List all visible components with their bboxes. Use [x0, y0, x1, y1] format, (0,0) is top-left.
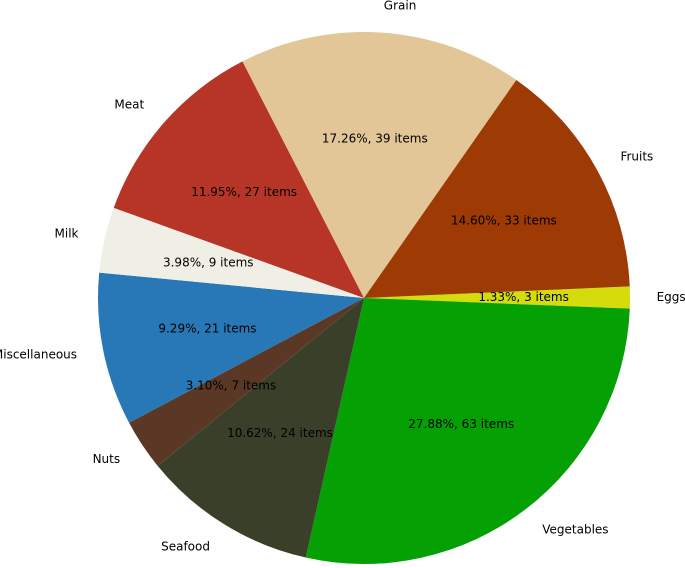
slice-grain: [242, 31, 517, 298]
slice-nuts: [129, 298, 364, 466]
percent-label-meat: 11.95%, 27 items: [191, 185, 297, 199]
slice-miscellaneous: [98, 272, 364, 423]
slice-meat: [113, 61, 364, 298]
category-labels: Eggs Vegetables Seafood Nuts Miscellaneous Mi…: [0, 0, 685, 553]
slice-eggs: [364, 286, 631, 309]
percent-label-milk: 3.98%, 9 items: [163, 256, 254, 270]
category-label-miscellaneous: Miscellaneous: [0, 348, 77, 362]
percent-labels: 1.33%, 3 items 27.88%, 63 items 10.62%, 24…: [158, 131, 569, 440]
percent-label-fruits: 14.60%, 33 items: [451, 214, 557, 228]
percent-label-miscellaneous: 9.29%, 21 items: [158, 322, 256, 336]
pie-slices: [98, 31, 631, 564]
percent-label-nuts: 3.10%, 7 items: [186, 379, 277, 393]
category-label-vegetables: Vegetables: [542, 523, 608, 537]
category-label-meat: Meat: [114, 97, 144, 111]
category-label-grain: Grain: [384, 0, 417, 13]
slice-milk: [99, 207, 365, 298]
category-label-milk: Milk: [55, 226, 79, 240]
percent-label-eggs: 1.33%, 3 items: [478, 290, 569, 304]
slice-vegetables: [305, 298, 630, 564]
category-label-nuts: Nuts: [93, 452, 121, 466]
category-label-seafood: Seafood: [161, 539, 210, 553]
percent-label-grain: 17.26%, 39 items: [322, 131, 428, 145]
category-label-eggs: Eggs: [657, 290, 685, 304]
percent-label-vegetables: 27.88%, 63 items: [408, 417, 514, 431]
slice-fruits: [364, 79, 630, 299]
percent-label-seafood: 10.62%, 24 items: [227, 426, 333, 440]
slice-seafood: [157, 298, 364, 558]
category-label-fruits: Fruits: [620, 150, 653, 164]
